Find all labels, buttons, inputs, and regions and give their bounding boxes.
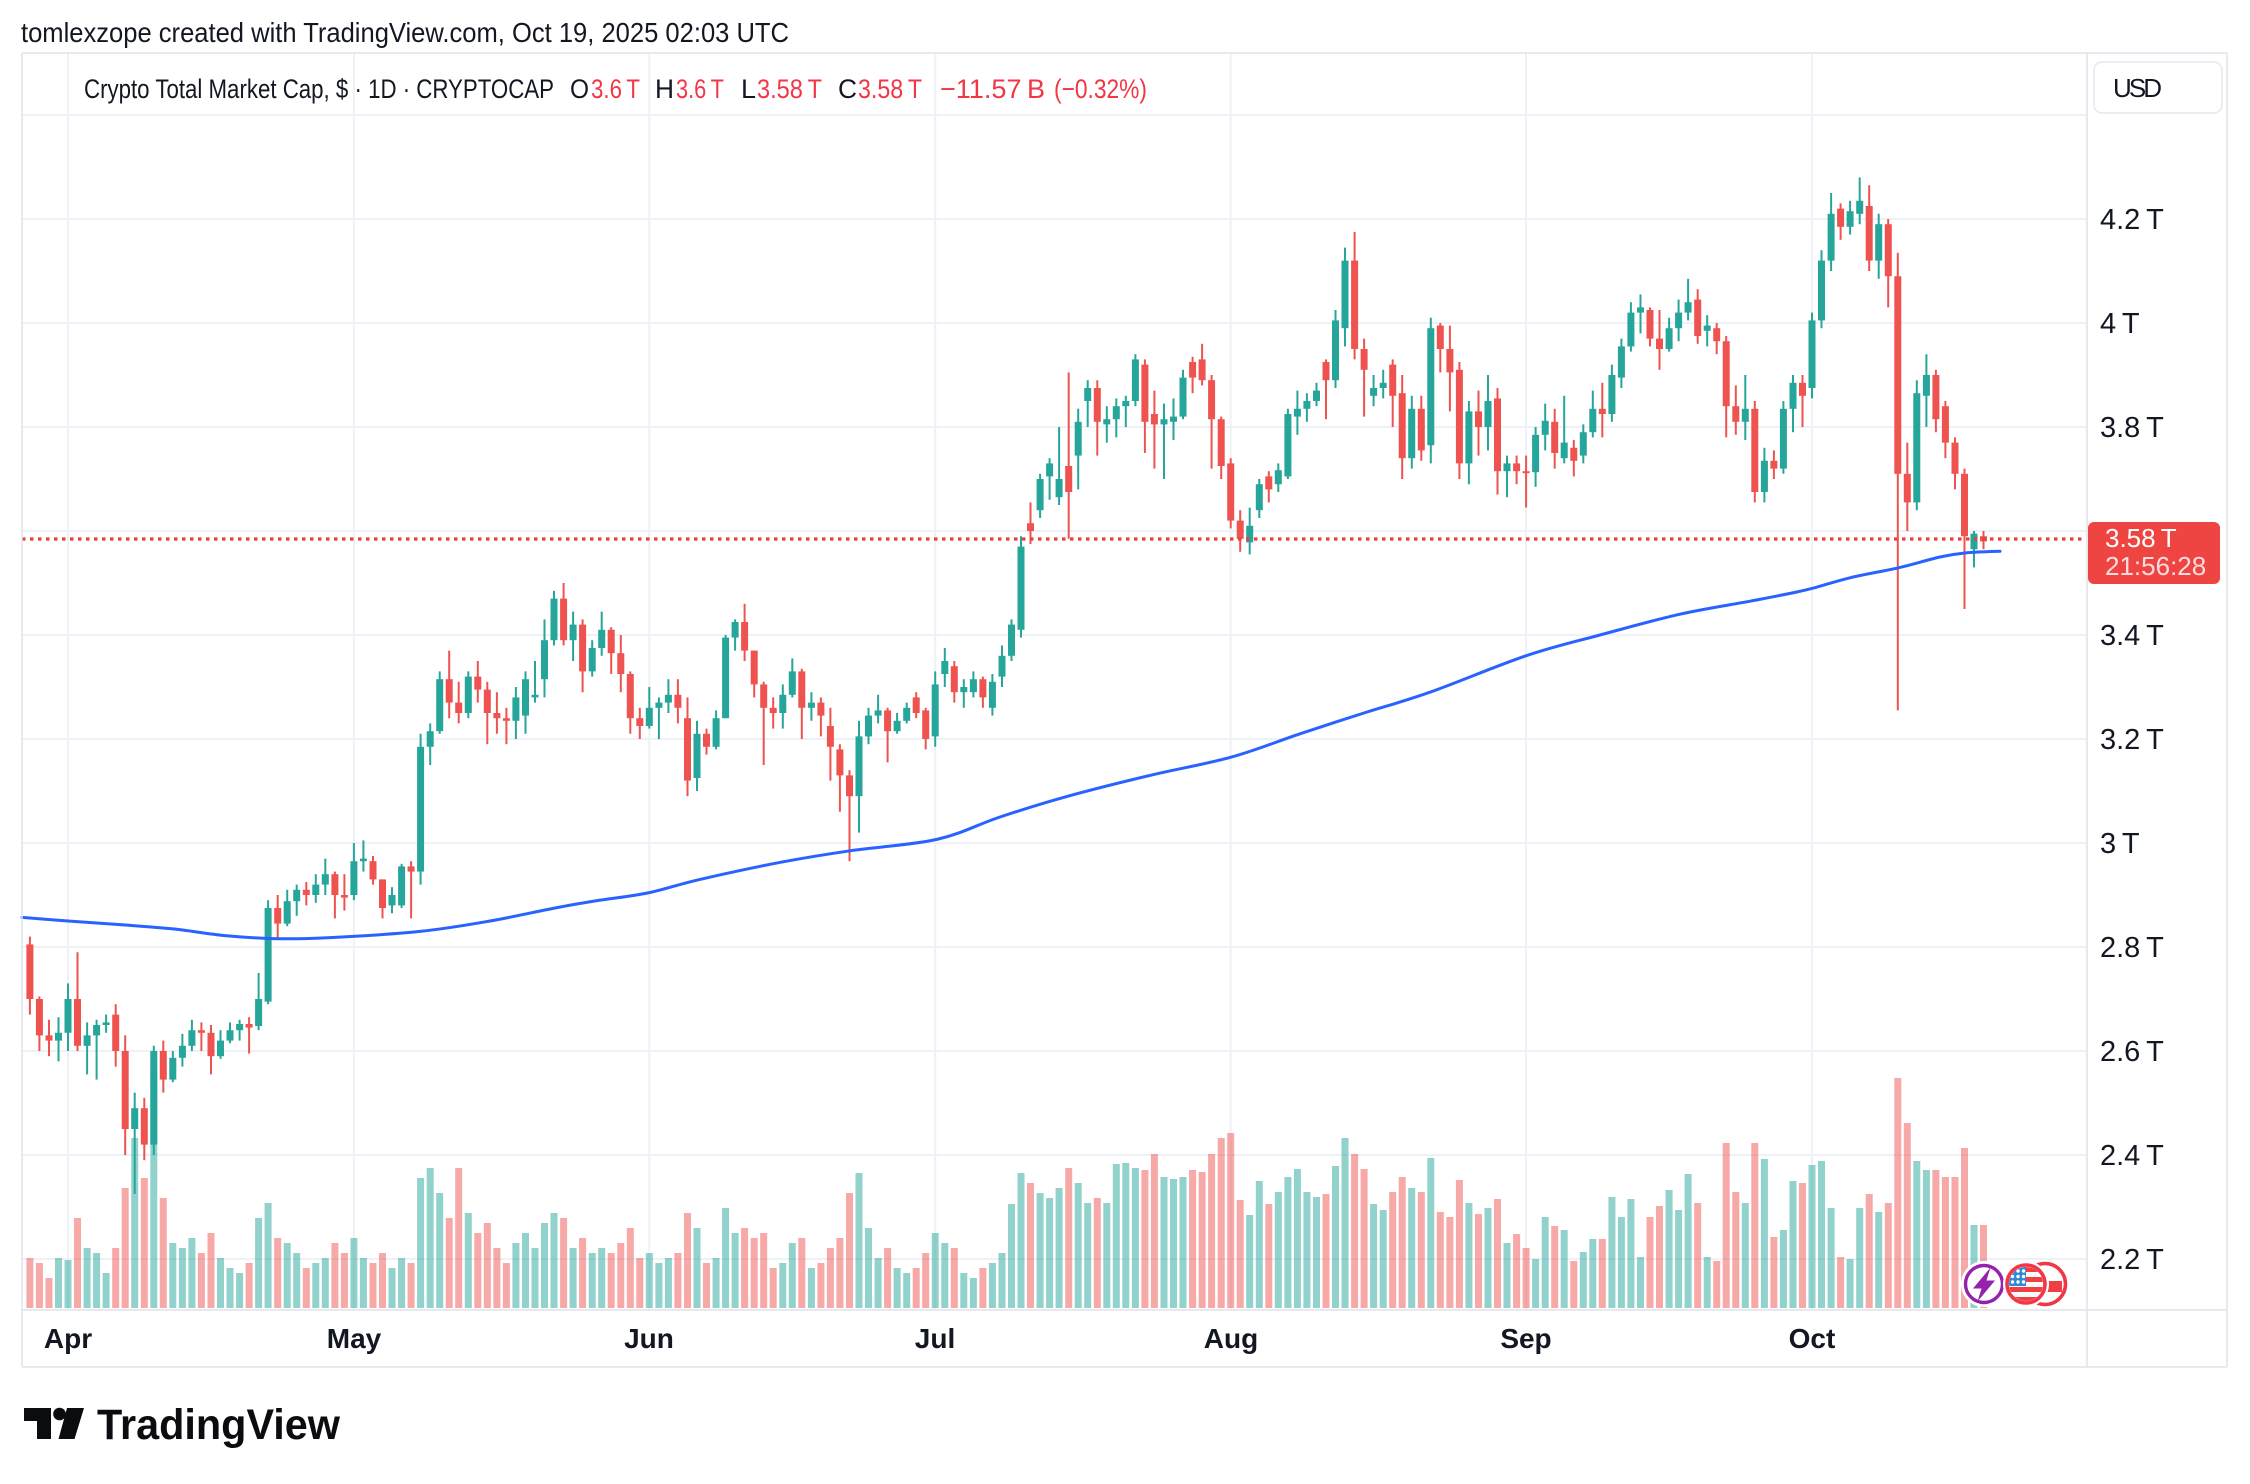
svg-text:2.8 T: 2.8 T (2100, 932, 2164, 964)
svg-text:Jun: Jun (624, 1323, 674, 1354)
svg-text:3.8 T: 3.8 T (2100, 412, 2164, 444)
svg-text:3.4 T: 3.4 T (2100, 620, 2164, 652)
svg-text:TradingView: TradingView (97, 1401, 341, 1449)
svg-text:tomlexzope created with Tradin: tomlexzope created with TradingView.com,… (21, 17, 789, 48)
svg-text:−11.57 B: −11.57 B (940, 74, 1045, 104)
svg-text:4.2 T: 4.2 T (2100, 204, 2164, 236)
svg-text:(−0.32%): (−0.32%) (1054, 74, 1147, 104)
svg-text:21:56:28: 21:56:28 (2105, 551, 2206, 581)
svg-text:C: C (838, 74, 857, 104)
svg-text:4 T: 4 T (2100, 308, 2140, 340)
svg-text:2.4 T: 2.4 T (2100, 1140, 2164, 1172)
svg-text:L: L (741, 74, 756, 104)
svg-text:3.58 T: 3.58 T (2105, 523, 2177, 553)
svg-text:H: H (655, 74, 674, 104)
svg-text:2.6 T: 2.6 T (2100, 1036, 2164, 1068)
svg-text:3.2 T: 3.2 T (2100, 724, 2164, 756)
svg-text:May: May (327, 1323, 382, 1354)
svg-text:3 T: 3 T (2100, 828, 2140, 860)
svg-text:2.2 T: 2.2 T (2100, 1244, 2164, 1276)
svg-text:3.58 T: 3.58 T (757, 74, 822, 104)
svg-text:Apr: Apr (44, 1323, 92, 1354)
svg-text:Oct: Oct (1789, 1323, 1836, 1354)
svg-text:USD: USD (2113, 73, 2162, 103)
svg-text:Sep: Sep (1500, 1323, 1551, 1354)
svg-text:3.6 T: 3.6 T (591, 74, 640, 104)
svg-text:Jul: Jul (915, 1323, 955, 1354)
svg-text:Crypto Total Market Cap, $ · 1: Crypto Total Market Cap, $ · 1D · CRYPTO… (84, 74, 554, 104)
svg-text:O: O (570, 74, 589, 104)
svg-text:3.58 T: 3.58 T (858, 74, 922, 104)
svg-text:Aug: Aug (1204, 1323, 1258, 1354)
svg-text:3.6 T: 3.6 T (676, 74, 724, 104)
